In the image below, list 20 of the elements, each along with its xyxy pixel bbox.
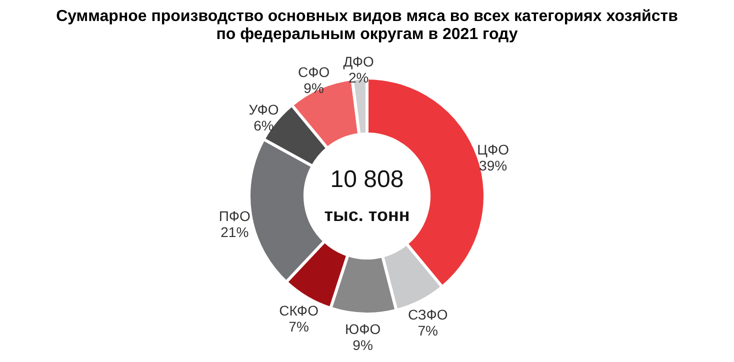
slice-label: СКФО: [279, 302, 319, 318]
slice-label: УФО: [248, 102, 279, 118]
data-label: 9%: [304, 80, 324, 96]
data-label: 7%: [288, 318, 309, 334]
slice-label: СФО: [298, 64, 330, 80]
data-label: 7%: [418, 322, 438, 338]
slice-label: ДФО: [343, 53, 374, 70]
data-label: 21%: [220, 224, 249, 240]
slice-label: ЮФО: [344, 320, 381, 337]
slice-label: ЦФО: [477, 142, 510, 158]
data-label: 6%: [254, 118, 274, 134]
text: Суммарное производство основных видов мяса во всех категориях хозяйств: [56, 8, 678, 25]
slice-label: ПФО: [218, 208, 251, 224]
text: 10 808: [330, 166, 404, 193]
text: по федеральным округам в 2021 году: [216, 26, 518, 43]
data-label: 9%: [352, 336, 373, 353]
text: тыс. тонн: [324, 205, 410, 225]
slice-label: СЗФО: [408, 306, 448, 322]
data-label: 2%: [348, 69, 369, 86]
data-label: 39%: [479, 158, 508, 174]
